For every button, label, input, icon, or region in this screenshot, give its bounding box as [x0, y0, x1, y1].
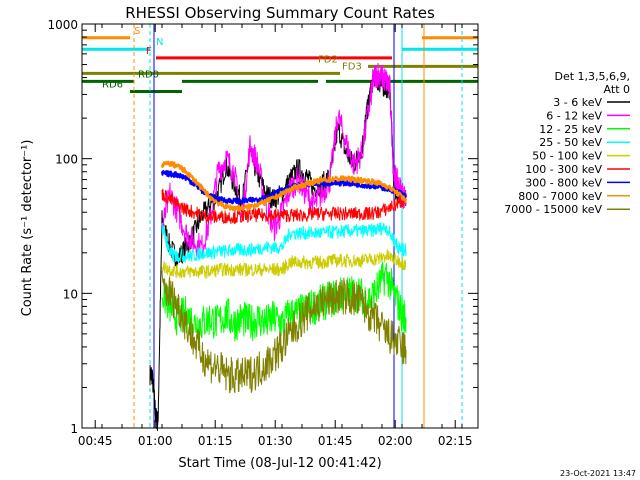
flag-bars: S NF FD2 FD3 RD0 RD6 [82, 26, 478, 94]
x-tick-label: 01:00 [138, 434, 173, 448]
y-axis-label: Count Rate (s⁻¹ detector⁻¹) [20, 140, 35, 317]
series-line-5 [161, 188, 407, 224]
x-axis-label: Start Time (08-Jul-12 00:41:42) [178, 456, 381, 471]
series-line-6 [161, 170, 407, 205]
time-markers [133, 24, 463, 428]
x-tick-label: 01:30 [258, 434, 293, 448]
legend-header-0: Det 1,3,5,6,9, [554, 70, 630, 83]
flag-label-n: N [156, 37, 163, 48]
series-line-4 [161, 249, 407, 279]
series-line-7 [161, 160, 407, 212]
series-line-3 [161, 222, 407, 263]
flag-label-rd0: RD0 [138, 69, 159, 80]
footer-timestamp: 23-Oct-2021 13:47 [560, 469, 636, 478]
legend-label-1: 6 - 12 keV [546, 109, 602, 122]
flag-label-fd3: FD3 [342, 61, 362, 72]
legend-label-3: 25 - 50 keV [539, 136, 602, 149]
x-axis: 00:45 01:00 01:15 01:30 01:45 02:00 02:15 [78, 24, 473, 448]
legend-label-7: 800 - 7000 keV [518, 190, 602, 203]
legend-header-1: Att 0 [604, 83, 630, 96]
legend-label-8: 7000 - 15000 keV [504, 203, 602, 216]
legend-label-0: 3 - 6 keV [553, 96, 602, 109]
chart-title: RHESSI Observing Summary Count Rates [125, 4, 435, 22]
flag-label-f: F [146, 46, 152, 57]
x-tick-label: 01:45 [318, 434, 353, 448]
y-tick-label: 1000 [47, 18, 78, 32]
legend-label-6: 300 - 800 keV [525, 176, 602, 189]
y-axis: 1 10 100 1000 [47, 18, 478, 436]
x-tick-label: 00:45 [78, 434, 113, 448]
x-tick-label: 01:15 [198, 434, 233, 448]
series-line-1 [161, 62, 407, 259]
y-tick-label: 10 [63, 287, 78, 301]
flag-label-fd2: FD2 [318, 54, 338, 65]
flag-label-s: S [134, 26, 140, 37]
legend-label-2: 12 - 25 keV [539, 123, 602, 136]
y-tick-label: 1 [70, 422, 78, 436]
flag-label-rd6: RD6 [102, 80, 123, 91]
series-line-8 [161, 270, 407, 394]
series-lines [149, 62, 407, 432]
series-line-2 [161, 261, 407, 342]
x-tick-label: 02:00 [378, 434, 413, 448]
legend-label-4: 50 - 100 keV [532, 150, 602, 163]
y-tick-label: 100 [55, 153, 78, 167]
plot-frame [81, 23, 479, 429]
x-tick-label: 02:15 [438, 434, 473, 448]
legend-label-5: 100 - 300 keV [525, 163, 602, 176]
